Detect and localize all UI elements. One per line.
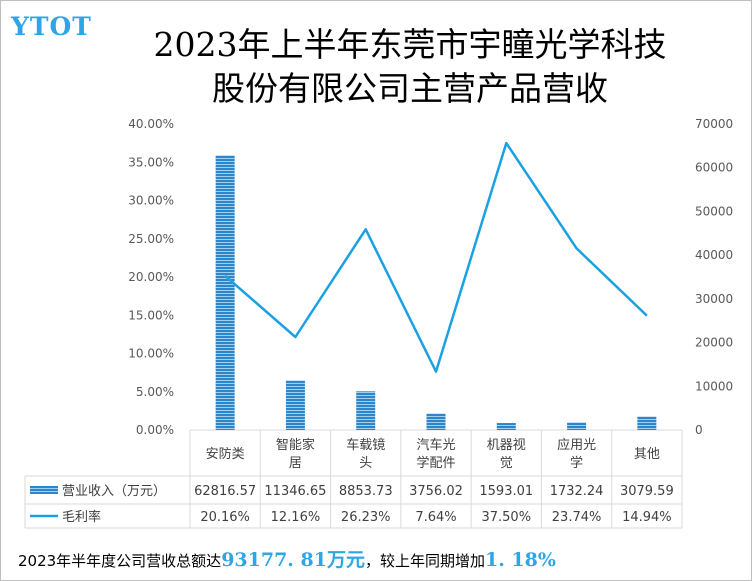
revenue-value-cell: 62816.57 xyxy=(194,484,256,499)
category-label: 头 xyxy=(359,456,372,471)
left-tick-label: 30.00% xyxy=(128,194,174,208)
left-tick-label: 35.00% xyxy=(128,155,174,169)
revenue-value-cell: 1732.24 xyxy=(550,484,604,499)
left-tick-label: 15.00% xyxy=(128,308,174,322)
margin-value-cell: 20.16% xyxy=(200,510,250,525)
legend-label-revenue: 营业收入（万元） xyxy=(62,484,166,499)
category-label: 学配件 xyxy=(416,455,455,471)
right-tick-label: 0 xyxy=(695,423,703,437)
summary-total: 93177. 81万元 xyxy=(221,549,365,571)
left-tick-label: 40.00% xyxy=(128,117,174,131)
summary-middle: ，较上年同期增加 xyxy=(364,552,485,570)
margin-value-cell: 23.74% xyxy=(552,510,602,525)
summary-growth: 1. 18% xyxy=(484,549,556,571)
legend-key-revenue xyxy=(30,486,58,494)
category-label: 觉 xyxy=(500,456,513,471)
category-label: 车载镜 xyxy=(346,437,385,453)
right-tick-label: 50000 xyxy=(695,204,733,218)
data-table: 营业收入（万元） 毛利率 62816.57 11346.65 8853.73 3756.0… xyxy=(30,484,674,525)
data-table-grid xyxy=(24,429,683,529)
revenue-bar xyxy=(215,155,235,430)
category-label: 智能家 xyxy=(276,437,315,453)
revenue-value-cell: 3079.59 xyxy=(620,484,674,499)
margin-value-cell: 37.50% xyxy=(481,510,531,525)
right-axis: 0 10000 20000 30000 40000 50000 60000 70000 xyxy=(695,117,733,437)
revenue-bars xyxy=(215,155,657,430)
summary-prefix: 2023年半年度公司营收总额达 xyxy=(18,552,222,570)
revenue-value-cell: 1593.01 xyxy=(479,484,533,499)
margin-value-cell: 26.23% xyxy=(341,510,391,525)
category-label: 汽车光 xyxy=(416,437,455,453)
category-label: 学 xyxy=(570,455,583,471)
category-label: 居 xyxy=(289,456,302,471)
category-label: 机器视 xyxy=(487,438,526,453)
revenue-value-cell: 11346.65 xyxy=(264,484,326,499)
gross-margin-line xyxy=(224,141,648,373)
left-tick-label: 5.00% xyxy=(136,385,174,399)
margin-value-cell: 12.16% xyxy=(271,510,321,525)
revenue-bar xyxy=(356,391,376,430)
revenue-value-cell: 3756.02 xyxy=(409,484,463,499)
left-tick-label: 0.00% xyxy=(136,423,174,437)
chart-title-line-1: 2023年上半年东莞市宇瞳光学科技 xyxy=(153,25,667,64)
summary-text: 2023年半年度公司营收总额达93177. 81万元，较上年同期增加1. 18% xyxy=(18,545,556,572)
left-tick-label: 10.00% xyxy=(128,347,174,361)
left-axis: 0.00% 5.00% 10.00% 15.00% 20.00% 25.00% 30.00%… xyxy=(128,117,174,437)
category-label: 应用光 xyxy=(557,437,596,453)
brand-logo: YTOT xyxy=(11,12,92,41)
revenue-bar xyxy=(637,416,657,430)
category-label: 安防类 xyxy=(206,446,245,462)
revenue-bar xyxy=(285,380,305,430)
right-tick-label: 40000 xyxy=(695,248,733,262)
right-tick-label: 20000 xyxy=(695,336,733,350)
right-tick-label: 60000 xyxy=(695,161,733,175)
left-tick-label: 25.00% xyxy=(128,232,174,246)
right-tick-label: 10000 xyxy=(695,379,733,393)
right-tick-label: 30000 xyxy=(695,292,733,306)
margin-value-cell: 7.64% xyxy=(415,510,456,525)
revenue-bar xyxy=(426,413,446,430)
legend-label-margin: 毛利率 xyxy=(62,509,101,525)
revenue-value-cell: 8853.73 xyxy=(339,484,393,499)
revenue-bar xyxy=(567,422,587,430)
category-label: 其他 xyxy=(634,447,660,462)
right-tick-label: 70000 xyxy=(695,117,733,131)
revenue-bar xyxy=(496,423,516,430)
chart-title-line-2: 股份有限公司主营产品营收 xyxy=(212,69,608,108)
margin-value-cell: 14.94% xyxy=(622,510,672,525)
left-tick-label: 20.00% xyxy=(128,270,174,284)
